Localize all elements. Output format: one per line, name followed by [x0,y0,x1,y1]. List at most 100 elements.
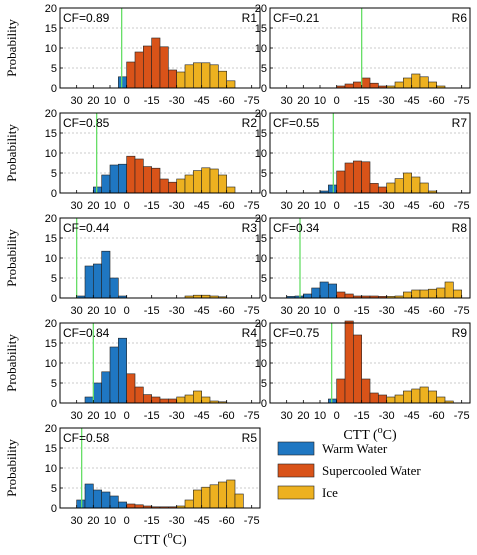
x-tick-label: -30 [379,200,395,212]
x-tick-label: 0 [334,95,340,107]
bar [436,396,446,404]
x-axis-title-superscript: o [168,530,173,541]
y-tick-label: 20 [45,423,57,435]
x-tick-label: -45 [194,200,210,212]
bar [118,501,127,509]
bar [126,61,136,89]
x-tick-label: 0 [334,200,340,212]
x-tick-label: 30 [71,305,83,317]
bar [369,82,379,89]
bar [226,80,236,89]
bar [311,287,321,299]
bar [134,51,144,89]
x-tick-label: 20 [297,95,309,107]
bar [344,293,354,299]
y-tick-label: 10 [45,148,57,160]
x-axis-title-main: CTT ( [343,428,378,443]
x-tick-label: -60 [429,410,445,422]
bar [201,486,211,509]
x-tick-label: -30 [379,95,395,107]
panel-r8: 0 5 10 15 20 30 20 10 0 -15 -30 -45 -60 -75 CF=0.34 R8 [255,213,471,317]
bar [353,81,362,89]
bar [369,183,379,194]
y-tick-label: 5 [261,168,267,180]
y-tick-label: 10 [45,253,57,265]
y-axis-title: Probability [4,229,19,287]
x-tick-label: -60 [219,515,235,527]
x-tick-label: 30 [71,515,83,527]
bar [344,83,354,89]
bar [143,45,152,89]
x-axis-title-unit: C) [173,533,187,548]
x-tick-label: -75 [244,200,260,212]
x-tick-label: -30 [379,305,395,317]
bar [101,174,111,194]
legend-label-super: Supercooled Water [322,463,421,478]
bar [176,396,186,404]
x-tick-label: 20 [87,95,99,107]
bar [419,76,429,89]
x-tick-label: -60 [219,305,235,317]
bar [403,77,412,89]
x-axis-title-superscript: o [378,425,383,436]
x-tick-label: 10 [104,95,116,107]
y-tick-label: 0 [51,83,57,95]
bar [226,186,236,194]
x-tick-label: 10 [314,305,326,317]
bar [84,483,94,509]
x-axis-title-unit: C) [383,428,397,443]
bar [218,174,227,194]
bar [118,337,127,404]
bar [109,164,119,194]
bar [184,394,194,404]
bar [101,371,111,404]
bar [126,373,136,404]
y-tick-label: 10 [45,463,57,475]
x-tick-label: -45 [404,305,420,317]
region-label: R4 [242,326,258,340]
x-tick-label: -45 [404,410,420,422]
y-tick-label: 15 [255,23,267,35]
x-tick-label: -30 [169,95,185,107]
y-tick-label: 0 [51,503,57,515]
x-tick-label: -45 [194,410,210,422]
bar [419,182,429,194]
bar [394,81,404,89]
bar [101,491,111,509]
x-tick-label: -60 [219,95,235,107]
x-tick-label: -15 [144,515,160,527]
cf-label: CF=0.84 [63,326,110,340]
region-label: R8 [452,221,468,235]
y-tick-label: 20 [255,213,267,225]
bar [411,176,421,194]
bar [109,495,119,509]
bar [118,76,127,89]
bar [193,170,202,194]
legend-label-ice: Ice [322,485,338,500]
y-tick-label: 15 [45,23,57,35]
bar [209,484,219,509]
bar [143,166,152,194]
x-tick-label: 30 [71,410,83,422]
bar [76,499,86,509]
legend-swatch-warm [277,441,315,456]
y-tick-label: 20 [45,318,57,330]
y-tick-label: 0 [51,188,57,200]
bar [93,263,102,299]
bar [411,388,421,404]
x-tick-label: 10 [104,410,116,422]
legend: Warm Water Supercooled Water Ice [277,441,421,500]
x-tick-label: -15 [144,200,160,212]
panel-r6: 0 5 10 15 20 30 20 10 0 -15 -30 -45 -60 -75 CF=0.21 R6 [255,3,471,107]
x-axis-title: CTT (oC) [133,530,187,548]
cf-label: CF=0.89 [63,11,110,25]
region-label: R9 [452,326,468,340]
panel-r3: 0 5 10 15 20 30 20 10 0 -15 -30 -45 -60 -75 CF=0.44 R3 P… [4,213,261,317]
bar [361,378,371,404]
y-tick-label: 0 [261,398,267,410]
x-tick-label: 10 [104,515,116,527]
x-tick-label: 10 [314,410,326,422]
bar [201,62,211,89]
x-tick-label: -45 [404,200,420,212]
